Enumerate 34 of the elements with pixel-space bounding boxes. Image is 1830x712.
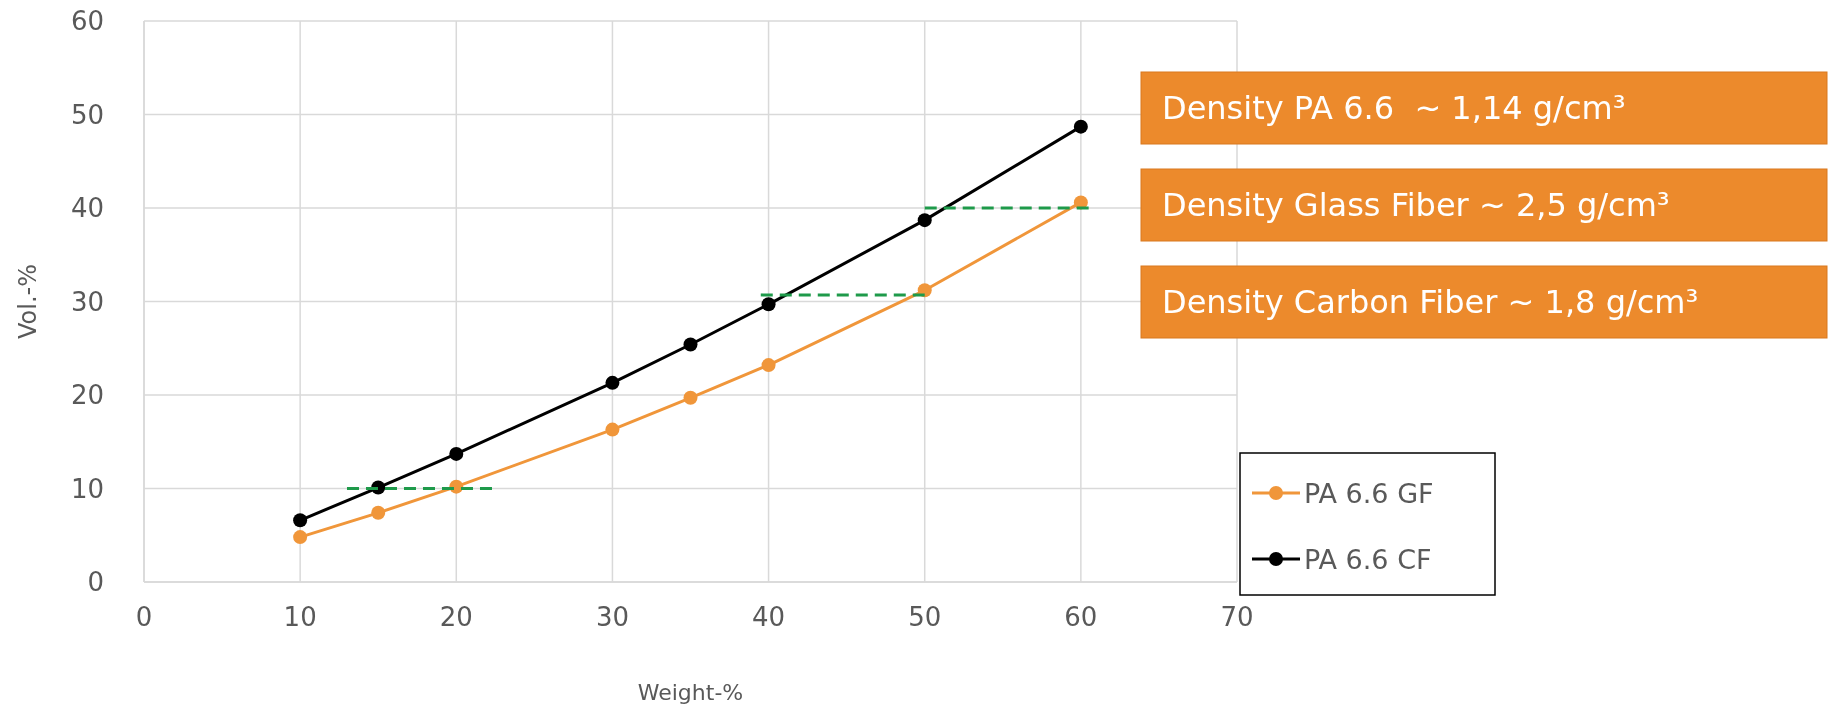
annotation: Density Glass Fiber ~ 2,5 g/cm³ — [1162, 186, 1670, 224]
point — [761, 358, 776, 373]
y-tick-label: 60 — [70, 6, 104, 36]
point — [605, 422, 620, 437]
y-tick-label: 20 — [70, 380, 104, 410]
x-tick-label: 60 — [1064, 602, 1098, 632]
x-tick-label: 0 — [135, 602, 153, 632]
y-tick-label: 50 — [70, 99, 104, 130]
x-tick-label: 30 — [595, 602, 629, 632]
y-tick-label: 40 — [70, 193, 104, 223]
point — [761, 297, 776, 312]
annotation: Density Carbon Fiber ~ 1,8 g/cm³ — [1162, 283, 1699, 321]
y-axis-title: Vol.-% — [14, 264, 42, 339]
x-axis-title: Weight-% — [637, 680, 744, 705]
x-tick-label: 70 — [1220, 602, 1254, 632]
x-tick-label: 40 — [752, 602, 786, 632]
annotation: Density PA 6.6 ~ 1,14 g/cm³ — [1162, 89, 1626, 127]
x-tick-label: 20 — [439, 602, 473, 632]
point — [1073, 119, 1088, 134]
point — [605, 375, 620, 390]
legend-label: PA 6.6 CF — [1304, 544, 1432, 575]
point — [917, 213, 932, 228]
point — [449, 446, 464, 461]
point — [293, 530, 308, 545]
y-tick-label: 10 — [70, 473, 104, 504]
point — [683, 390, 698, 405]
point — [371, 505, 386, 520]
x-tick-label: 10 — [283, 602, 317, 632]
y-tick-label: 30 — [70, 286, 104, 317]
x-tick-label: 50 — [908, 602, 942, 632]
y-tick-label: 0 — [87, 567, 104, 597]
point — [683, 337, 698, 352]
point — [293, 513, 308, 528]
legend-label: PA 6.6 GF — [1304, 478, 1434, 509]
